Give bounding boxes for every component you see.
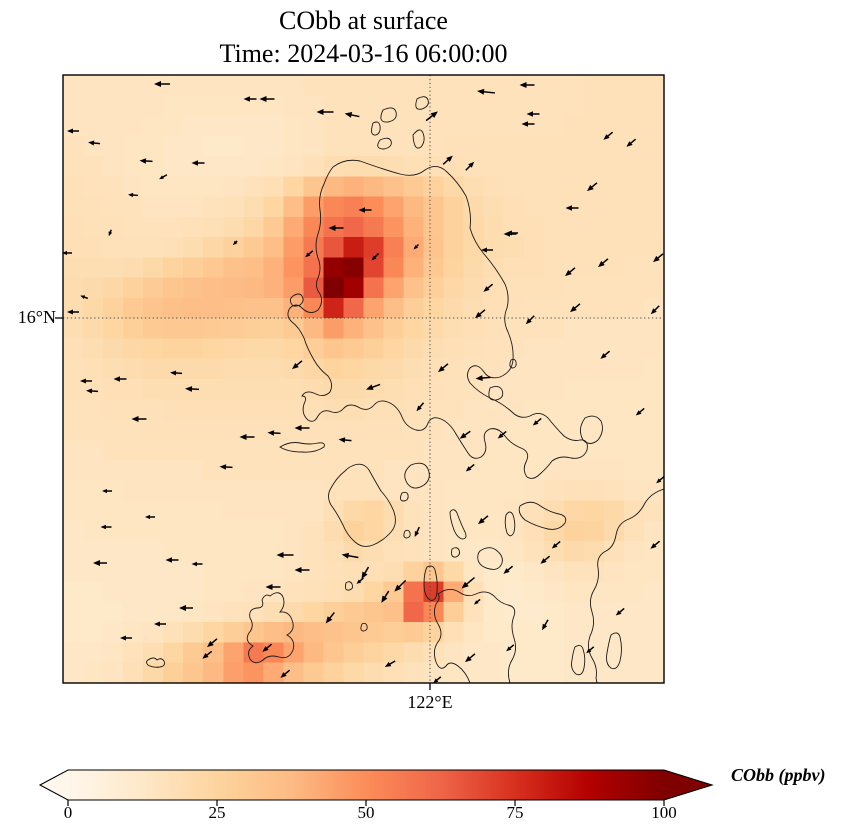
colorbar-label: CObb (ppbv)	[731, 765, 826, 785]
heatmap-layer	[63, 75, 664, 683]
gridline-layer	[63, 75, 664, 683]
colorbar-ticks	[67, 800, 665, 806]
wind-arrow-layer	[63, 81, 664, 683]
colorbar-tick-label: 25	[208, 803, 226, 822]
x-axis-tick-label: 122°E	[407, 692, 453, 712]
colorbar-tick-label: 0	[63, 803, 73, 822]
colorbar-gradient-bar	[38, 769, 714, 801]
colorbar-tick-label: 50	[357, 803, 375, 822]
title-block: CObb at surface Time: 2024-03-16 06:00:0…	[63, 4, 664, 70]
axis-ticks	[55, 317, 431, 690]
y-axis-tick-label: 16°N	[17, 307, 56, 327]
chart-title: CObb at surface	[279, 6, 448, 35]
colorbar-tick-label: 75	[506, 803, 524, 822]
map-frame	[62, 74, 665, 684]
chart-subtitle: Time: 2024-03-16 06:00:00	[219, 39, 508, 68]
colorbar-tick-label: 100	[651, 803, 677, 822]
colorbar	[38, 769, 714, 806]
coastline-layer	[146, 96, 664, 683]
